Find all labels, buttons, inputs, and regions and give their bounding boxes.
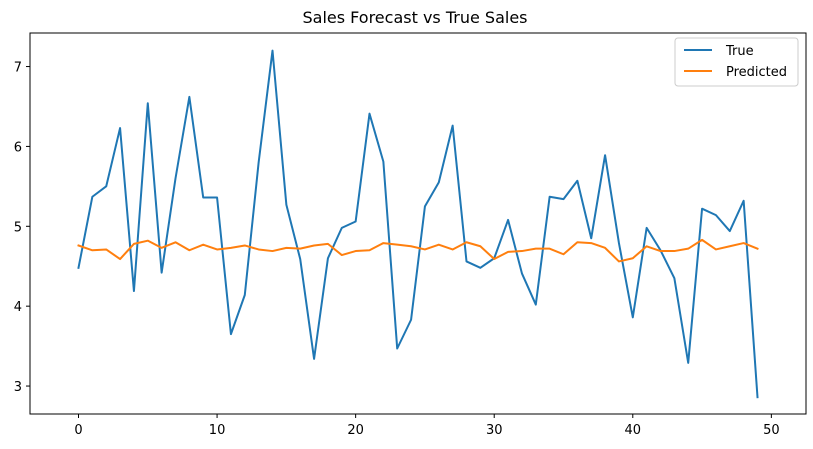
y-tick-label: 5 bbox=[14, 220, 22, 235]
y-tick-label: 7 bbox=[14, 61, 22, 76]
x-tick-label: 30 bbox=[486, 423, 503, 438]
x-tick-label: 40 bbox=[625, 423, 642, 438]
y-tick-label: 3 bbox=[14, 380, 22, 395]
legend-label-true: True bbox=[725, 44, 754, 59]
x-tick-label: 20 bbox=[347, 423, 364, 438]
series-line-predicted bbox=[77, 238, 759, 263]
axes: 0 10 20 30 40 50 3 4 5 6 7 bbox=[14, 61, 780, 438]
y-tick-label: 4 bbox=[14, 300, 22, 315]
x-tick-label: 10 bbox=[209, 423, 226, 438]
chart-title: Sales Forecast vs True Sales bbox=[302, 8, 527, 27]
series-line-true bbox=[77, 49, 759, 399]
x-tick-label: 0 bbox=[74, 423, 82, 438]
plot-frame bbox=[29, 32, 807, 415]
plot-area bbox=[77, 49, 759, 399]
x-tick-label: 50 bbox=[763, 423, 780, 438]
y-tick-label: 6 bbox=[14, 140, 22, 155]
legend-label-predicted: Predicted bbox=[726, 65, 787, 80]
legend: True Predicted bbox=[674, 37, 799, 87]
